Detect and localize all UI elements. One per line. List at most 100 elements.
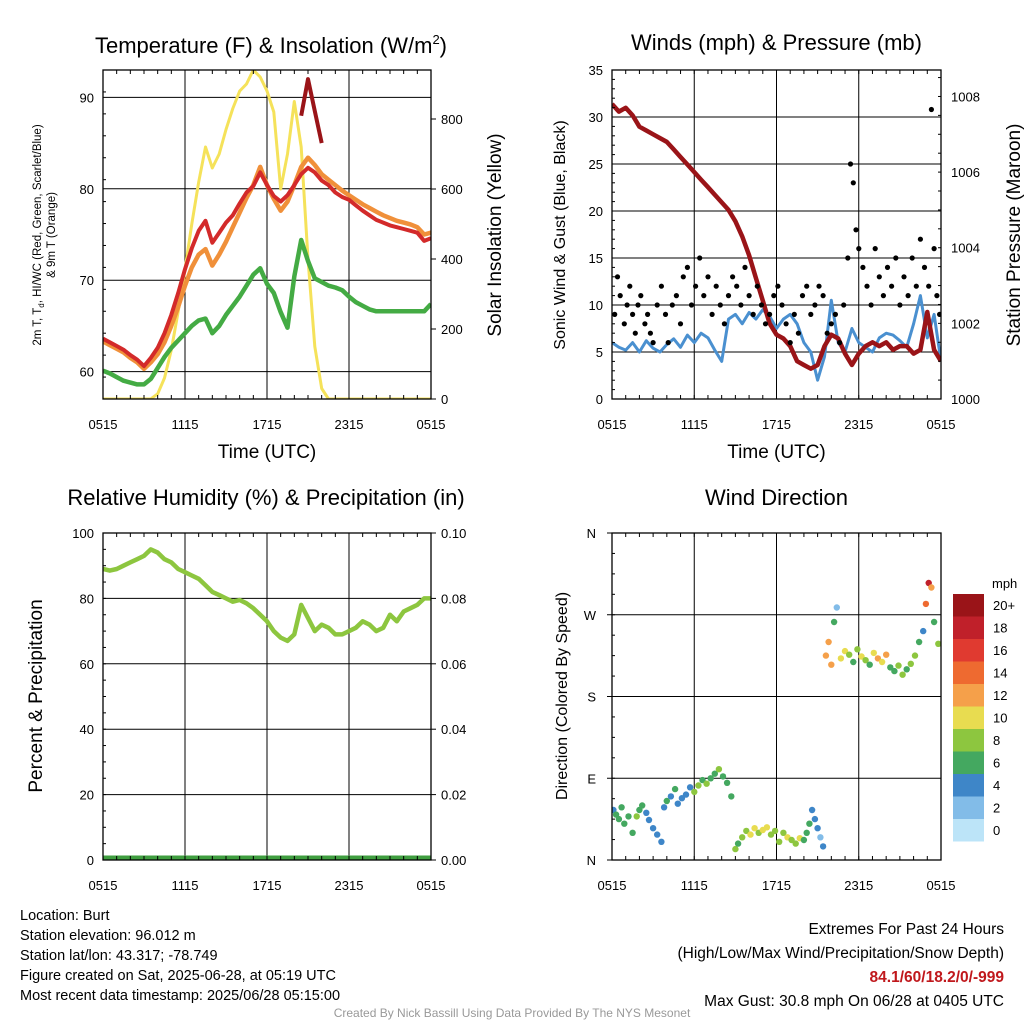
gust-point (909, 255, 915, 261)
direction-point (723, 779, 731, 786)
gust-point (673, 293, 680, 299)
temperature-series (103, 70, 431, 399)
direction-point (899, 671, 906, 678)
panel-title-humidity: Relative Humidity (%) & Precipitation (i… (67, 485, 464, 510)
gust-point (662, 311, 669, 317)
legend-label: 6 (993, 756, 1000, 771)
meteogram-figure: 0515 1115 1715 2315 051560708090020040060080… (26, 30, 1024, 893)
direction-point (633, 813, 640, 820)
gust-point (650, 340, 656, 346)
gust-point (921, 264, 928, 270)
y-tick-label: 60 (80, 365, 94, 380)
y-tick-label: 20 (80, 788, 94, 803)
extremes-info: Extremes For Past 24 Hours (High/Low/Max… (678, 918, 1005, 1014)
gust-point (717, 302, 723, 308)
y-tick-label: 0 (87, 853, 94, 868)
direction-point (833, 604, 840, 611)
direction-point (671, 785, 679, 793)
direction-point (883, 651, 890, 658)
gust-point (665, 340, 671, 346)
x-tick-label: 0515 (417, 417, 446, 432)
recent-timestamp: Most recent data timestamp: 2025/06/28 0… (20, 988, 341, 1004)
legend-label: 2 (993, 801, 1000, 816)
direction-point (645, 816, 653, 824)
direction-point (763, 824, 771, 831)
gust-point (847, 161, 854, 167)
direction-point (866, 661, 873, 668)
y2-tick-label: 800 (441, 112, 463, 127)
direction-point (615, 815, 623, 823)
y2-tick-label: 0.02 (441, 788, 466, 803)
x-tick-label: 1715 (762, 417, 791, 432)
direction-point (618, 804, 625, 811)
gust-point (614, 274, 621, 280)
y2-tick-label: 0 (441, 392, 448, 407)
gust-point (824, 330, 830, 336)
y-tick-label: N (587, 853, 596, 868)
gust-point (701, 293, 707, 299)
y-tick-label: 80 (80, 182, 94, 197)
direction-point (811, 815, 819, 823)
gust-point (721, 321, 728, 327)
legend-swatch (953, 684, 984, 707)
y-axis-label: 2m T, Td, HI/WC (Red, Green, Scarlet/Blu… (32, 124, 46, 345)
x-tick-label: 0515 (927, 878, 956, 893)
direction-point (734, 840, 742, 847)
y-tick-label: 10 (589, 298, 603, 313)
gust-point (654, 302, 660, 308)
x-tick-label: 1115 (172, 417, 199, 432)
gust-point (738, 302, 744, 308)
direction-point (739, 834, 746, 841)
humidity-series (103, 547, 431, 860)
panel-3-grid (184, 533, 350, 860)
direction-point (814, 825, 821, 832)
direction-point (837, 655, 845, 662)
gust-point (754, 283, 760, 289)
gust-point (775, 283, 781, 289)
direction-point (874, 655, 882, 662)
y-tick-label: 90 (80, 90, 94, 105)
gust-point (771, 293, 777, 299)
direction-point (911, 652, 919, 659)
gust-point (850, 180, 856, 186)
legend-swatch (953, 594, 984, 617)
gust-point (758, 302, 765, 308)
gust-point (934, 293, 940, 299)
y-tick-label: S (587, 690, 596, 705)
gust-point (677, 321, 684, 327)
gust-point (795, 330, 802, 336)
gust-point (841, 302, 847, 308)
direction-point (870, 649, 877, 657)
gust-point (632, 330, 638, 336)
y2-tick-label: 0.04 (441, 722, 466, 737)
legend-label: 0 (993, 823, 1000, 838)
direction-point (643, 809, 650, 816)
direction-point (819, 843, 827, 850)
direction-point (674, 800, 681, 807)
x-tick-label: 0515 (89, 417, 118, 432)
panel-title-temperature: Temperature (F) & Insolation (W/m2) (95, 32, 447, 58)
direction-point (862, 657, 869, 664)
direction-point (728, 793, 735, 800)
gust-point (762, 321, 769, 327)
gust-point (642, 321, 648, 327)
y-tick-label: 35 (589, 63, 603, 78)
direction-point (691, 788, 698, 796)
direction-point (788, 836, 795, 844)
direction-point (920, 627, 927, 635)
gust-point (884, 264, 891, 270)
direction-point (658, 838, 665, 845)
panel-title-winds: Winds (mph) & Pressure (mb) (631, 30, 922, 55)
legend-label: 10 (993, 711, 1007, 726)
y2-tick-label: 1004 (951, 241, 980, 256)
gust-point (617, 293, 623, 299)
direction-point (767, 831, 775, 838)
gust-point (684, 264, 691, 270)
direction-point (678, 795, 686, 802)
gust-point (734, 283, 740, 289)
gust-point (860, 264, 866, 270)
gust-point (937, 311, 941, 317)
direction-point (621, 820, 628, 827)
wind-series (612, 102, 941, 382)
